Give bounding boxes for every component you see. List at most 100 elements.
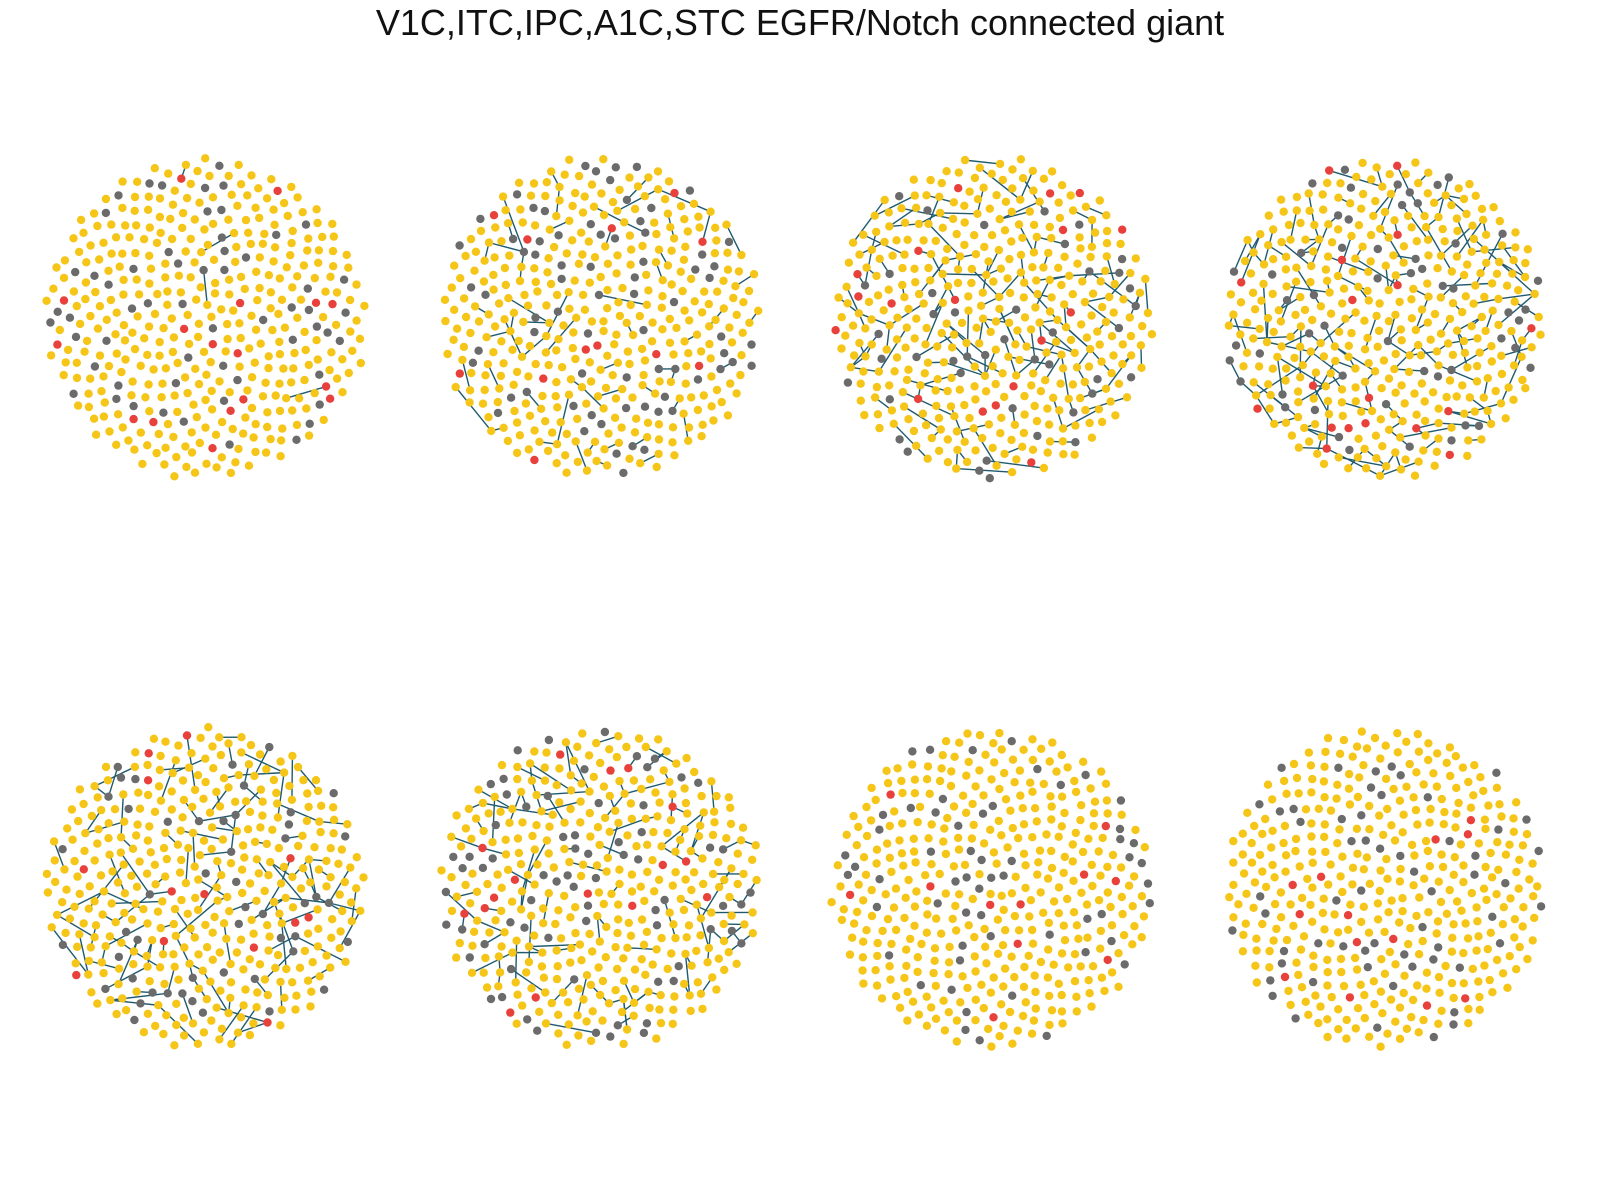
node-yellow [188, 1019, 198, 1028]
node-yellow [867, 911, 877, 921]
node-yellow [1008, 1039, 1017, 1048]
node-yellow [211, 278, 220, 288]
node-yellow [1504, 383, 1513, 392]
node-yellow [1364, 359, 1373, 368]
node-yellow [210, 912, 219, 922]
node-yellow [1378, 182, 1387, 191]
node-yellow [1452, 392, 1461, 401]
node-gray [1375, 844, 1385, 853]
node-red [480, 904, 489, 913]
node-yellow [303, 929, 313, 938]
node-yellow [133, 177, 142, 186]
node-yellow [1518, 841, 1528, 850]
node-yellow [318, 232, 327, 242]
node-yellow [132, 831, 141, 840]
node-yellow [885, 222, 894, 231]
node-gray [651, 905, 660, 915]
node-yellow [1459, 861, 1468, 870]
node-yellow [276, 977, 285, 987]
node-yellow [560, 891, 569, 901]
node-yellow [720, 875, 729, 885]
node-yellow [1054, 883, 1064, 892]
node-yellow [880, 195, 889, 205]
node-yellow [870, 393, 880, 402]
node-yellow [659, 766, 668, 775]
node-gray [1411, 254, 1420, 264]
node-yellow [1423, 846, 1433, 856]
node-yellow [1372, 163, 1381, 172]
node-yellow [1501, 414, 1510, 423]
node-yellow [640, 192, 649, 201]
node-yellow [705, 322, 714, 331]
node-yellow [1439, 820, 1449, 829]
node-yellow [547, 998, 556, 1008]
node-yellow [651, 788, 660, 797]
node-yellow [870, 211, 879, 220]
node-yellow [119, 860, 128, 869]
node-yellow [1256, 230, 1265, 239]
node-yellow [1028, 925, 1037, 935]
node-yellow [909, 834, 918, 843]
node-yellow [947, 343, 957, 352]
network-edge [1085, 396, 1128, 411]
node-yellow [245, 879, 255, 888]
node-yellow [1384, 285, 1393, 295]
node-yellow [464, 804, 474, 814]
node-yellow [199, 347, 209, 357]
node-yellow [1410, 471, 1420, 480]
node-yellow [890, 367, 899, 376]
node-yellow [1281, 851, 1291, 860]
node-yellow [1438, 224, 1447, 234]
node-yellow [346, 327, 355, 336]
node-yellow [1319, 352, 1329, 361]
node-yellow [981, 942, 990, 951]
node-yellow [1420, 874, 1429, 883]
node-yellow [183, 388, 192, 398]
node-yellow [897, 776, 906, 786]
node-yellow [1102, 796, 1112, 805]
node-yellow [931, 386, 940, 395]
node-yellow [1495, 800, 1504, 809]
node-yellow [545, 318, 554, 328]
node-yellow [566, 375, 576, 384]
node-yellow [1323, 955, 1332, 965]
node-yellow [1292, 263, 1301, 272]
node-gray [319, 985, 329, 994]
network-edge [545, 1022, 597, 1034]
node-yellow [196, 283, 205, 292]
node-yellow [941, 889, 950, 898]
node-gray [1000, 335, 1009, 344]
node-red [652, 350, 661, 359]
node-gray [203, 207, 212, 216]
node-yellow [239, 965, 248, 974]
node-yellow [143, 919, 152, 928]
node-gray [1277, 959, 1287, 968]
node-yellow [530, 747, 539, 756]
node-red [954, 184, 963, 193]
node-red [321, 382, 331, 391]
node-yellow [1333, 839, 1342, 848]
network-edge [1445, 194, 1467, 215]
node-yellow [160, 460, 169, 469]
node-gray [693, 375, 703, 384]
node-gray [747, 340, 756, 349]
node-yellow [600, 445, 609, 454]
node-gray [903, 447, 912, 456]
node-yellow [604, 999, 614, 1008]
node-yellow [1084, 976, 1093, 985]
node-yellow [1339, 981, 1349, 991]
node-yellow [1028, 735, 1037, 744]
node-yellow [43, 888, 53, 897]
node-yellow [1334, 225, 1343, 234]
node-yellow [90, 782, 99, 791]
node-yellow [185, 959, 194, 968]
node-yellow [133, 820, 142, 829]
node-yellow [1391, 388, 1400, 397]
node-yellow [1464, 777, 1473, 787]
node-gray [583, 901, 593, 910]
node-yellow [993, 915, 1003, 924]
node-gray [145, 179, 154, 188]
node-yellow [227, 190, 236, 199]
node-yellow [582, 1017, 591, 1026]
node-yellow [684, 423, 694, 432]
